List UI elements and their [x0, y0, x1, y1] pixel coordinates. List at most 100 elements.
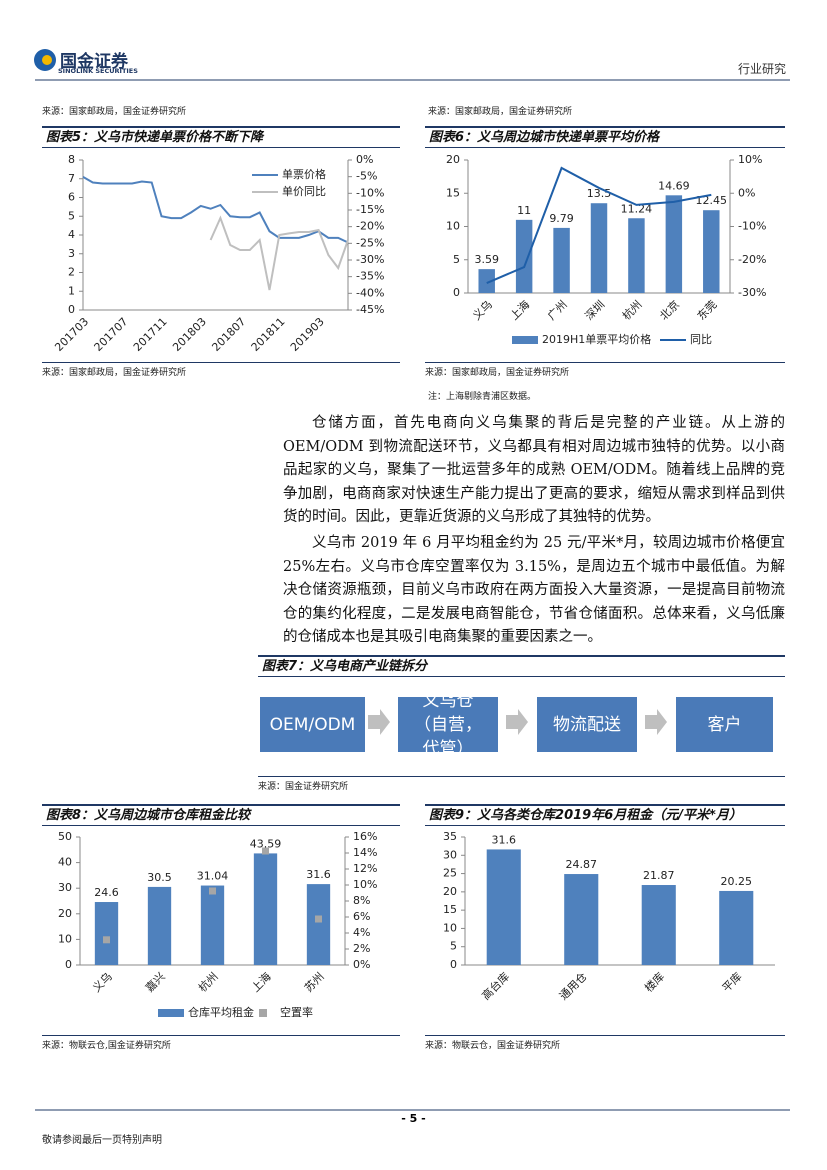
marker: [262, 847, 269, 855]
y-tick-label: 10: [446, 220, 460, 233]
data-label: 31.6: [492, 833, 517, 846]
chart-title: 图表8：义乌周边城市仓库租金比较: [42, 804, 400, 826]
data-label: 3.59: [474, 253, 499, 266]
y2-tick-label: 0%: [738, 186, 755, 199]
y-tick-label: 30: [443, 848, 457, 861]
bar: [590, 203, 608, 293]
y-tick-label: 15: [443, 903, 457, 916]
x-tick-label: 201807: [209, 315, 248, 354]
y-tick-label: 15: [446, 186, 460, 199]
data-label: 24.6: [94, 886, 119, 899]
data-label: 24.87: [566, 858, 598, 871]
x-tick-label: 杭州: [619, 297, 644, 322]
flow-node: 客户: [676, 697, 773, 752]
legend-label: 单票价格: [282, 167, 326, 181]
x-tick-label: 楼库: [642, 969, 667, 994]
y-tick-label: 10: [58, 932, 72, 945]
bar: [628, 218, 645, 293]
y2-tick-label: -30%: [738, 286, 766, 299]
y-tick-label: 20: [443, 885, 457, 898]
y-tick-label: 1: [68, 284, 75, 297]
bar: [703, 210, 720, 293]
source: 来源：国家邮政局，国金证券研究所: [42, 107, 187, 117]
data-label: 11: [517, 204, 531, 217]
x-tick-label: 苏州: [302, 970, 327, 995]
data-label: 20.25: [721, 875, 753, 888]
x-tick-label: 201711: [131, 315, 170, 354]
x-tick-label: 通用仓: [556, 969, 589, 1002]
y-tick-label: 50: [58, 830, 72, 843]
legend-label: 仓库平均租金: [188, 1005, 254, 1019]
data-label: 11.24: [621, 202, 653, 215]
x-tick-label: 东莞: [695, 298, 720, 323]
y-tick-label: 3: [68, 247, 75, 260]
x-tick-label: 义乌: [470, 297, 495, 322]
disclaimer: 敬请参阅最后一页特别声明: [42, 1135, 162, 1146]
bar: [515, 219, 533, 293]
bar: [719, 890, 754, 965]
x-tick-label: 高台库: [479, 969, 512, 1002]
y-tick-label: 5: [450, 940, 457, 953]
x-tick-label: 嘉兴: [142, 969, 167, 994]
line: [486, 166, 712, 284]
flow-node: 物流配送: [537, 697, 637, 752]
legend-label: 空置率: [280, 1005, 313, 1019]
marker: [209, 887, 216, 895]
bar: [94, 902, 119, 965]
y2-tick-label: -40%: [356, 286, 384, 299]
y2-tick-label: -20%: [738, 253, 766, 266]
bar: [641, 885, 676, 965]
y2-tick-label: -20%: [356, 220, 384, 233]
chart-title: 图表9：义乌各类仓库2019年6月租金（元/平米*月）: [425, 804, 785, 826]
arrow: [506, 709, 528, 735]
flow-node: OEM/ODM: [260, 697, 365, 752]
y2-tick-label: 0%: [353, 958, 370, 971]
data-label: 9.79: [549, 212, 574, 225]
legend-label: 2019H1单票平均价格: [542, 332, 651, 346]
arrow: [368, 709, 390, 735]
bar: [478, 269, 495, 293]
x-tick-label: 201707: [92, 315, 131, 354]
x-tick-label: 深圳: [582, 298, 607, 323]
y2-tick-label: 0%: [356, 153, 373, 166]
chart-title: 图表6：义乌周边城市快递单票平均价格: [425, 126, 785, 148]
y-tick-label: 5: [68, 209, 75, 222]
y2-tick-label: -30%: [356, 253, 384, 266]
bar: [486, 849, 521, 965]
y-tick-label: 40: [58, 856, 72, 869]
source: 来源：国家邮政局，国金证券研究所: [42, 362, 400, 378]
legend-swatch: [259, 1009, 267, 1017]
legend-label: 单价同比: [282, 185, 326, 198]
y-tick-label: 6: [68, 191, 75, 204]
y2-tick-label: 8%: [353, 894, 370, 907]
y2-tick-label: 10%: [353, 878, 377, 891]
y-tick-label: 0: [453, 286, 460, 299]
section: 行业研究: [738, 62, 787, 76]
data-label: 31.6: [306, 868, 331, 881]
x-tick-label: 义乌: [89, 969, 114, 994]
y2-tick-label: 4%: [353, 926, 370, 939]
x-tick-label: 广州: [545, 298, 570, 323]
y-tick-label: 2: [68, 266, 75, 279]
y2-tick-label: -10%: [356, 186, 384, 199]
y-tick-label: 0: [68, 303, 75, 316]
y-tick-label: 5: [453, 253, 460, 266]
marker: [315, 915, 322, 923]
x-tick-label: 北京: [657, 297, 682, 322]
source: 来源：国金证券研究所: [258, 776, 785, 792]
data-label: 12.45: [696, 194, 728, 207]
data-label: 14.69: [658, 179, 690, 192]
bar: [564, 874, 599, 965]
diagram-title: 图表7：义乌电商产业链拆分: [258, 655, 785, 677]
x-tick-label: 201903: [288, 315, 327, 354]
bar: [306, 884, 331, 965]
y2-tick-label: -25%: [356, 236, 384, 249]
y2-tick-label: -10%: [738, 220, 766, 233]
y2-tick-label: -5%: [356, 170, 377, 183]
data-label: 30.5: [147, 871, 172, 884]
y-tick-label: 30: [58, 881, 72, 894]
legend-label: 同比: [690, 333, 712, 346]
y2-tick-label: -35%: [356, 270, 384, 283]
y2-tick-label: 6%: [353, 910, 370, 923]
